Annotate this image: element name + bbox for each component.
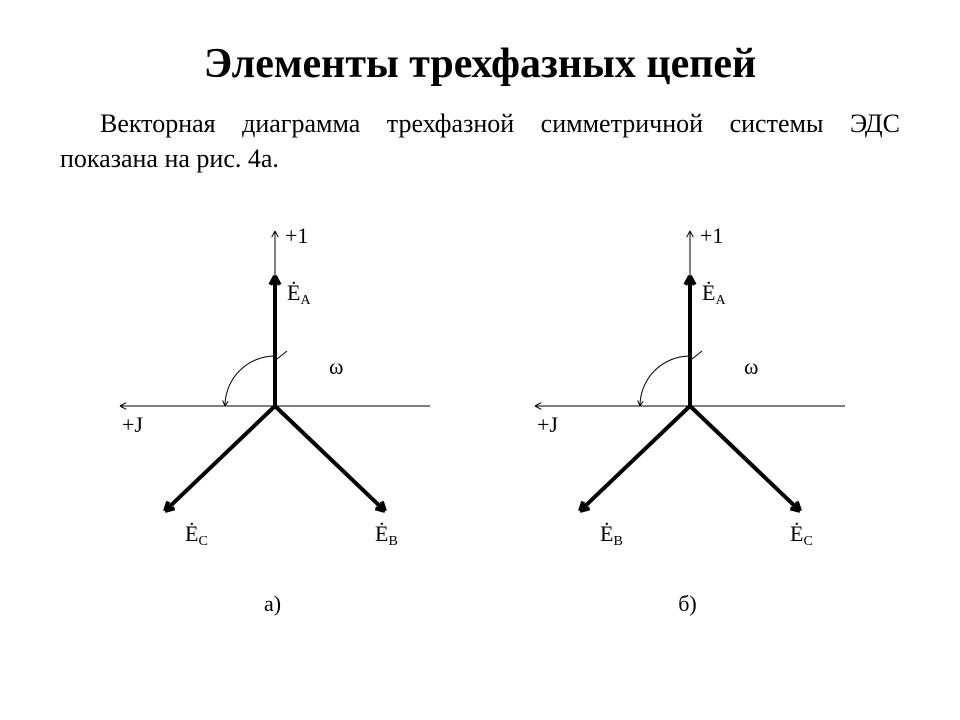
svg-text:ĖB: ĖB <box>375 521 398 549</box>
svg-text:+J: +J <box>537 412 558 437</box>
phasor-svg-a: +1 +J ω ĖA ĖC ĖB <box>90 186 455 596</box>
svg-text:ĖC: ĖC <box>790 521 813 549</box>
phasor-svg-b: +1 +J ω ĖA ĖB ĖC <box>505 186 870 596</box>
sublabel-b: б) <box>505 591 870 617</box>
caption-text: Векторная диаграмма трехфазной симметрич… <box>60 106 900 176</box>
svg-text:ω: ω <box>329 354 343 379</box>
sublabel-a: а) <box>90 591 455 617</box>
diagrams-container: +1 +J ω ĖA ĖC ĖB а) +1 +J ω ĖA ĖB ĖC б) <box>60 186 900 646</box>
svg-text:+1: +1 <box>700 223 723 248</box>
phasor-diagram-a: +1+JωĖAĖCĖB а) <box>90 186 455 601</box>
svg-text:+1: +1 <box>285 223 308 248</box>
svg-text:ĖC: ĖC <box>185 521 208 549</box>
svg-text:ĖA: ĖA <box>287 280 311 308</box>
page-title: Элементы трехфазных цепей <box>60 40 900 88</box>
phasor-diagram-b: +1+JωĖAĖBĖC б) <box>505 186 870 601</box>
svg-text:ĖA: ĖA <box>702 280 726 308</box>
svg-text:ω: ω <box>744 354 758 379</box>
svg-text:ĖB: ĖB <box>600 521 623 549</box>
page: Элементы трехфазных цепей Векторная диаг… <box>0 0 960 720</box>
svg-text:+J: +J <box>122 412 143 437</box>
